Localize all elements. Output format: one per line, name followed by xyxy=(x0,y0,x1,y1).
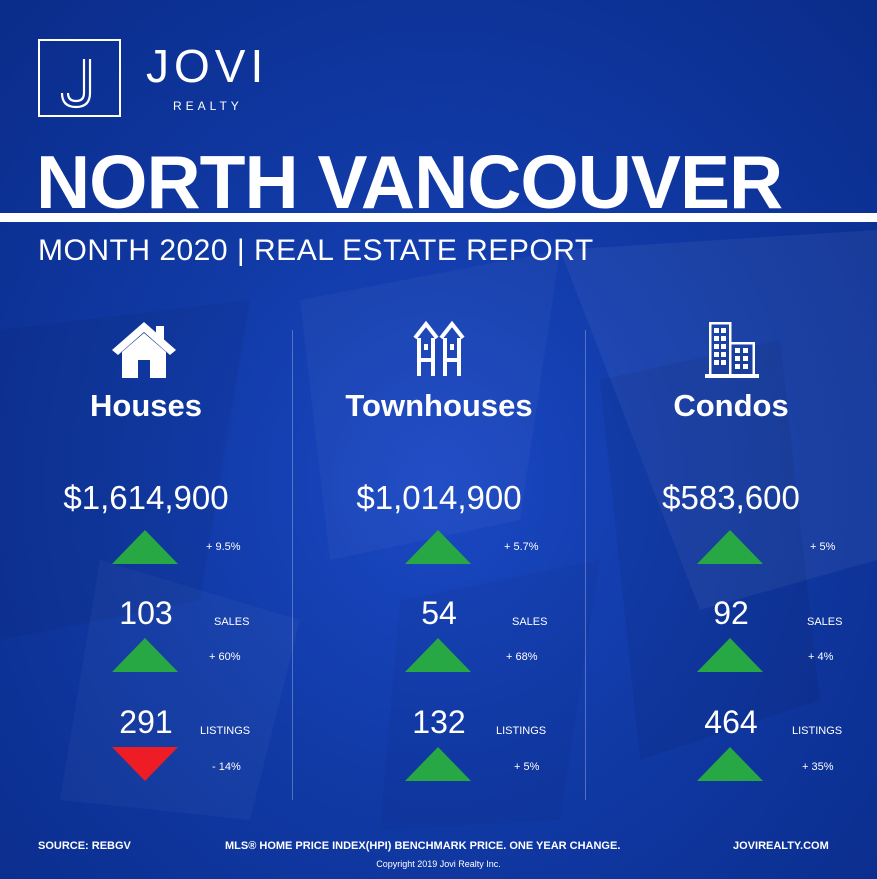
listings-change: + 35% xyxy=(802,761,834,773)
benchmark-price: $1,614,900 xyxy=(63,479,229,516)
sales-count: 54 xyxy=(421,595,457,631)
townhouse-icon xyxy=(413,320,465,376)
brand-name: JOVI xyxy=(146,40,269,92)
houses-column: Houses $1,614,900 + 9.5% 103 SALES + 60%… xyxy=(0,0,292,879)
listings-count: 291 xyxy=(119,704,173,740)
column-title: Houses xyxy=(90,388,202,423)
column-divider xyxy=(292,330,293,800)
sales-change: + 60% xyxy=(209,651,241,663)
price-change: + 5.7% xyxy=(504,541,539,553)
jovi-logo-mark xyxy=(38,39,121,117)
listings-label: LISTINGS xyxy=(200,725,251,737)
page-subtitle: MONTH 2020 | REAL ESTATE REPORT xyxy=(38,234,594,267)
footer-copyright: Copyright 2019 Jovi Realty Inc. xyxy=(376,859,501,869)
footer-note: MLS® HOME PRICE INDEX(HPI) BENCHMARK PRI… xyxy=(225,840,621,852)
listings-count: 132 xyxy=(412,704,466,740)
trend-up-icon xyxy=(697,747,763,781)
trend-up-icon xyxy=(697,638,763,672)
sales-label: SALES xyxy=(807,616,843,628)
footer-website: JOVIREALTY.COM xyxy=(733,840,829,852)
sales-change: + 4% xyxy=(808,651,834,663)
listings-label: LISTINGS xyxy=(792,725,843,737)
trend-up-icon xyxy=(112,530,178,564)
trend-up-icon xyxy=(405,747,471,781)
benchmark-price: $1,014,900 xyxy=(356,479,522,516)
condos-column: Condos $583,600 + 5% 92 SALES + 4% 464 L… xyxy=(585,0,877,879)
listings-label: LISTINGS xyxy=(496,725,547,737)
sales-count: 92 xyxy=(713,595,749,631)
sales-count: 103 xyxy=(119,595,173,631)
condo-building-icon xyxy=(705,322,759,378)
trend-up-icon xyxy=(112,638,178,672)
house-icon xyxy=(112,322,176,378)
price-change: + 5% xyxy=(810,541,836,553)
column-title: Condos xyxy=(673,388,789,423)
trend-up-icon xyxy=(405,530,471,564)
column-title: Townhouses xyxy=(345,388,533,423)
trend-up-icon xyxy=(405,638,471,672)
trend-up-icon xyxy=(697,530,763,564)
price-change: + 9.5% xyxy=(206,541,241,553)
page-title: NORTH VANCOUVER xyxy=(36,140,783,224)
listings-change: - 14% xyxy=(212,761,241,773)
benchmark-price: $583,600 xyxy=(662,479,800,516)
footer-source: SOURCE: REBGV xyxy=(38,840,131,852)
column-divider xyxy=(585,330,586,800)
sales-change: + 68% xyxy=(506,651,538,663)
jovi-logo-icon xyxy=(60,59,92,109)
listings-change: + 5% xyxy=(514,761,540,773)
listings-count: 464 xyxy=(704,704,758,740)
trend-down-icon xyxy=(112,747,178,781)
title-underline xyxy=(0,213,877,222)
sales-label: SALES xyxy=(214,616,250,628)
sales-label: SALES xyxy=(512,616,548,628)
brand-subtitle: REALTY xyxy=(173,99,243,113)
townhouses-column: Townhouses $1,014,900 + 5.7% 54 SALES + … xyxy=(293,0,585,879)
